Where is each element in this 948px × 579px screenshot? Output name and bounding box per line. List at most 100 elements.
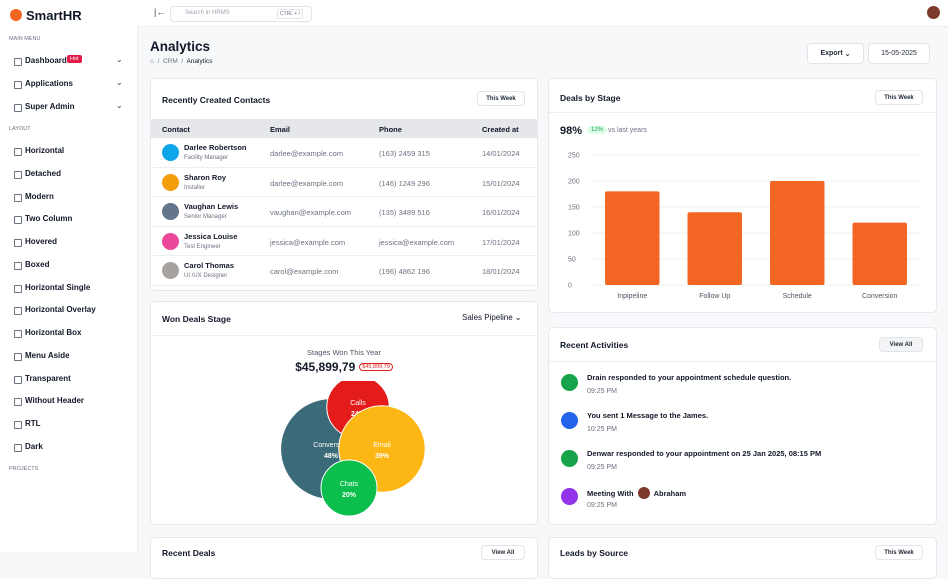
menu-item[interactable]: Horizontal Overlay [0,304,137,318]
menu-item[interactable]: Super Admin ⌄ [0,101,137,115]
bar [852,222,907,285]
menu-item[interactable]: Modern [0,191,137,205]
menu-icon [14,58,22,66]
contact-name[interactable]: Carol Thomas [184,261,235,270]
x-tick-label: Schedule [783,293,812,300]
menu-label: Two Column [25,214,73,224]
menu-item[interactable]: Horizontal Single [0,282,137,296]
menu-icon [14,104,22,112]
contact-phone: (163) 2459 315 [379,149,430,158]
kpi-change: 12% [587,126,608,134]
activity-time: 09:25 PM [587,502,617,509]
menu-label: Super Admin [25,102,75,111]
menu-icon [14,352,22,361]
contact-created: 17/01/2024 [482,237,520,247]
menu-item[interactable]: Dark [0,441,137,455]
activity-label: You sent 1 Message to the James. [587,411,709,420]
leads-card: Leads by Source This Week [548,537,937,579]
menu-item[interactable]: Detached [0,168,137,182]
contact-name[interactable]: Vaughan Lewis [184,202,239,211]
card-title: Recently Created Contacts [162,95,271,105]
user-avatar[interactable] [927,6,940,19]
search-box[interactable]: Search in HRMS CTRL + / [170,6,312,22]
amount-row: $45,899,79 $45,899,79 [151,360,537,374]
select-label: Sales Pipeline [462,313,513,322]
contact-role: Installer [184,184,206,191]
bar-chart: 0 50 100 150 200 250 Inpipeline Follow Up Schedu… [568,153,921,300]
filter-button[interactable]: This Week [875,90,923,105]
avatar [162,262,179,279]
contact-name[interactable]: Jessica Louise [184,231,238,241]
menu-item[interactable]: Without Header [0,395,137,409]
menu-item[interactable]: Two Column [0,213,137,227]
menu-icon [14,193,22,202]
x-tick-label: Follow Up [699,293,730,300]
bubble-value: 20% [342,492,357,499]
bubble-label: Calls [350,400,366,407]
x-tick-label: Conversion [862,293,898,300]
avatar [162,173,179,191]
menu-label: RTL [25,419,41,428]
button-label: This Week [884,549,914,556]
kpi-percent: 98% [560,125,583,137]
menu-label: Horizontal Overlay [25,305,96,315]
chevron: ⌄ [116,55,123,64]
breadcrumb: ⌂ / CRM / Analytics [150,58,213,65]
bubble [320,459,378,517]
menu-item[interactable]: Dashboard Hot ⌄ [0,55,137,69]
activity-text: You sent 1 Message to the James. [587,411,708,420]
contact-name[interactable]: Darlee Robertson [184,143,247,152]
column-header: Phone [379,125,402,134]
y-tick-label: 150 [568,205,580,212]
pipeline-select[interactable]: Sales Pipeline ⌄ [462,313,522,322]
contact-phone: (196) 4862 196 [379,267,430,276]
menu-item[interactable]: RTL [0,418,137,432]
activity-time: 09:25 PM [587,464,617,471]
menu-item[interactable]: Horizontal Box [0,327,137,341]
menu-item[interactable]: Transparent [0,373,137,387]
avatar [162,144,179,161]
activity-icon [561,488,578,505]
bubble-label: Email [373,442,391,449]
menu-label: Transparent [25,373,71,383]
y-tick-label: 250 [568,153,580,160]
contact-name[interactable]: Sharon Roy [184,172,227,182]
topbar: |← Search in HRMS CTRL + / [137,0,948,27]
menu-label: Boxed [25,259,50,269]
menu-item[interactable]: Horizontal [0,145,137,159]
menu-icon [14,261,22,270]
avatar [162,232,179,250]
menu-icon [14,239,22,247]
view-all-button[interactable]: View All [481,545,525,560]
view-all-button[interactable]: View All [879,337,923,352]
breadcrumb-item[interactable]: CRM [162,58,178,65]
menu-label: Horizontal Box [25,328,82,337]
filter-button[interactable]: This Week [477,91,525,106]
table-row: Sharon Roy Installer darlee@example.com (14… [151,168,537,197]
contact-created: 16/01/2024 [482,208,520,217]
card-title: Leads by Source [560,548,629,558]
y-tick-label: 0 [568,283,572,290]
menu-item[interactable]: Boxed [0,259,137,273]
collapse-icon[interactable]: |← [154,7,166,17]
date-button[interactable]: 15-05-2025 [868,43,930,64]
contact-phone: (135) 3489 516 [379,208,430,217]
contact-role: Senior Manager [184,214,227,220]
filter-button[interactable]: This Week [875,545,923,560]
menu-label: Modern [25,191,54,201]
menu-item[interactable]: Hovered [0,236,137,250]
menu-item[interactable]: Applications ⌄ [0,78,137,92]
amount: $45,899,79 [295,360,356,374]
activity-label: Meeting With [587,488,634,498]
menu-label: Hovered [25,237,58,246]
chevron: ⌄ [116,78,123,87]
menu-label: Detached [25,168,62,178]
chevron: ⌄ [116,101,123,110]
menu-item[interactable]: Menu Aside [0,350,137,364]
table-row: Darlee Robertson Facility Manager darlee@e… [151,138,537,168]
menu-label: Dashboard [25,56,67,65]
bar [605,191,660,285]
menu-label: Applications [25,79,74,88]
export-button[interactable]: Export ⌄ [807,43,864,64]
